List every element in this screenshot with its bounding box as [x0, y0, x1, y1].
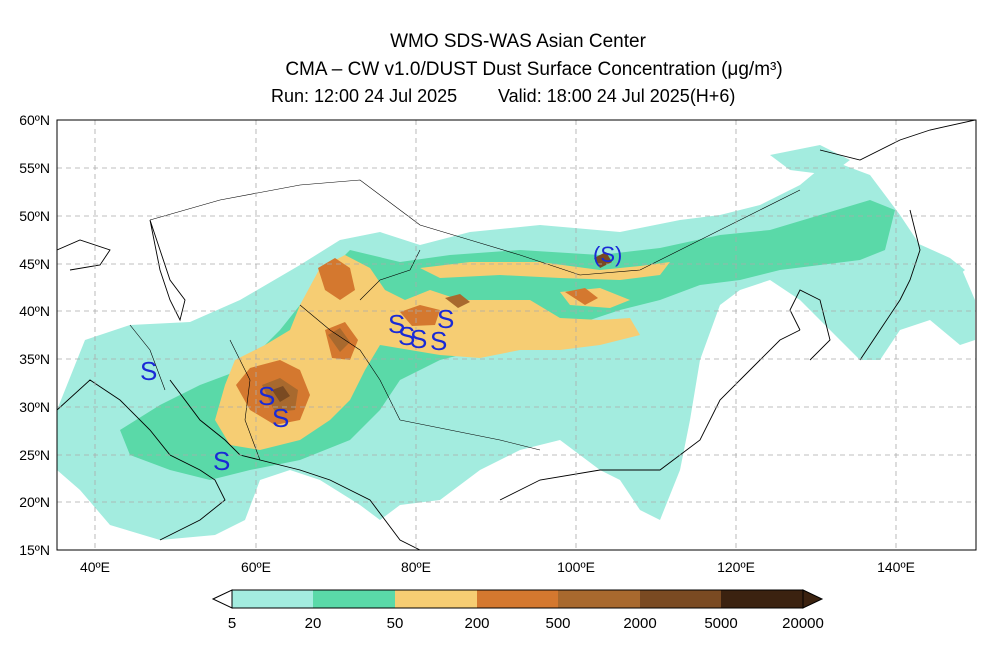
borders	[129, 179, 801, 461]
lat-label: 25ºN	[19, 447, 50, 463]
coastline-japan	[859, 209, 921, 361]
lon-label: 40ºE	[80, 559, 110, 575]
lat-label: 45ºN	[19, 256, 50, 272]
dust-symbol: S	[398, 321, 415, 351]
dust-symbol-bracketed: (S)	[593, 242, 622, 267]
dust-level-2000-5000	[272, 386, 290, 402]
colorbar-label: 5000	[704, 615, 737, 632]
dust-symbol: S	[430, 326, 447, 356]
border-kazakhstan-russia	[149, 179, 471, 241]
colorbar-label: 50	[387, 615, 404, 632]
coastline-se-asia	[499, 329, 801, 501]
coastline-arabia	[57, 379, 226, 541]
coastline-india	[259, 459, 421, 550]
dust-level-500-2000-b	[328, 328, 350, 352]
dust-symbol: S	[272, 403, 289, 433]
lat-label: 50ºN	[19, 208, 50, 224]
colorbar-label: 5	[228, 615, 236, 632]
colorbar-segment	[721, 590, 803, 608]
lat-label: 35ºN	[19, 351, 50, 367]
colorbar-segment	[640, 590, 721, 608]
colorbar-outline	[231, 589, 804, 609]
coastlines	[57, 120, 976, 550]
colorbar-label: 20000	[782, 615, 824, 632]
dust-symbol: S	[213, 446, 230, 476]
lat-label: 60ºN	[19, 112, 50, 128]
map-frame	[56, 119, 977, 551]
lon-label: 120ºE	[717, 559, 755, 575]
lat-label: 15ºN	[19, 542, 50, 558]
dust-symbol: S	[140, 356, 157, 386]
colorbar: 5 20 50 200 500 2000 5000 20000	[211, 589, 824, 632]
run-time: Run: 12:00 24 Jul 2025	[271, 86, 458, 106]
lon-label: 60ºE	[241, 559, 271, 575]
lon-label: 80ºE	[401, 559, 431, 575]
colorbar-segment	[313, 590, 395, 608]
colorbar-upper-arrow	[802, 589, 824, 609]
dust-level-200-500-b	[318, 258, 355, 300]
dust-level-50-200-north	[420, 262, 670, 280]
lon-label: 140ºE	[877, 559, 915, 575]
dust-level-200-500-e	[400, 305, 440, 326]
border-iraq-iran	[129, 324, 166, 391]
dust-level-5-20-japan	[880, 240, 965, 290]
coastline-black-sea	[57, 239, 111, 271]
dust-symbol: S	[437, 304, 454, 334]
colorbar-label: 200	[464, 615, 489, 632]
coastline-caspian	[149, 219, 186, 322]
dust-level-20-50-east	[760, 228, 840, 262]
border-afghanistan-pakistan	[299, 304, 401, 421]
border-iran-afghanistan	[229, 339, 261, 461]
dust-concentration-field	[57, 145, 975, 540]
colorbar-lower-arrow	[211, 589, 233, 609]
lat-label: 30ºN	[19, 399, 50, 415]
dust-symbol: S	[258, 381, 275, 411]
colorbar-segment	[558, 590, 640, 608]
dust-symbol: S	[410, 324, 427, 354]
coastline-siberia	[819, 120, 976, 161]
lat-label: 55ºN	[19, 160, 50, 176]
border-china-mongolia	[469, 189, 801, 276]
dust-level-200-500-d	[565, 288, 598, 305]
valid-time: Valid: 18:00 24 Jul 2025(H+6)	[498, 86, 736, 106]
border-india-nepal	[399, 419, 541, 451]
colorbar-segment	[395, 590, 477, 608]
coastline-korea	[789, 289, 831, 361]
latitude-labels: 60ºN 55ºN 50ºN 45ºN 40ºN 35ºN 30ºN 25ºN …	[19, 112, 50, 558]
gridlines	[57, 120, 976, 550]
colorbar-label: 20	[305, 615, 322, 632]
title-line1: WMO SDS-WAS Asian Center	[390, 31, 646, 52]
colorbar-label: 500	[545, 615, 570, 632]
border-china-central-asia	[359, 249, 421, 301]
dust-storm-symbols: S S S S S S S S S (S)	[140, 242, 622, 476]
colorbar-segment	[477, 590, 558, 608]
lon-label: 100ºE	[557, 559, 595, 575]
colorbar-segment	[232, 590, 313, 608]
title-line2: CMA – CW v1.0/DUST Dust Surface Concentr…	[285, 59, 783, 80]
dust-level-500-2000-c	[445, 294, 470, 308]
lat-label: 20ºN	[19, 494, 50, 510]
dust-level-50-200	[215, 255, 640, 450]
colorbar-labels: 5 20 50 200 500 2000 5000 20000	[228, 615, 824, 632]
coastline-gulf	[169, 379, 261, 461]
dust-symbol: S	[388, 309, 405, 339]
lat-label: 40ºN	[19, 303, 50, 319]
colorbar-label: 2000	[623, 615, 656, 632]
longitude-labels: 40ºE 60ºE 80ºE 100ºE 120ºE 140ºE	[80, 559, 915, 575]
